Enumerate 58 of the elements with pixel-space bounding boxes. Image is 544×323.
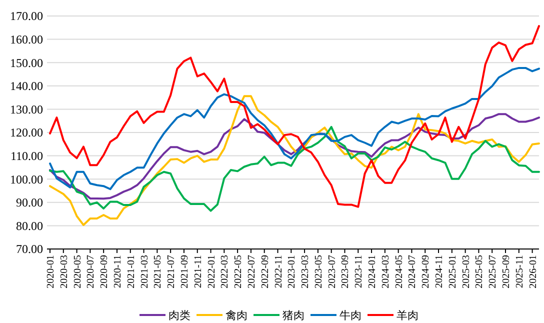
legend-label: 肉类 bbox=[168, 308, 190, 322]
y-tick-label: 140.00 bbox=[10, 79, 43, 94]
x-tick-label: 2024-09 bbox=[420, 255, 432, 288]
y-tick-label: 100.00 bbox=[10, 172, 43, 186]
x-tick-label: 2025-03 bbox=[460, 255, 472, 288]
x-tick-label: 2020-05 bbox=[72, 255, 84, 288]
x-tick-label: 2024-01 bbox=[367, 255, 378, 288]
x-tick-label: 2022-01 bbox=[206, 255, 218, 288]
x-tick-label: 2023-09 bbox=[340, 255, 352, 288]
x-tick-label: 2021-03 bbox=[139, 255, 150, 288]
x-tick-label: 2022-05 bbox=[233, 255, 244, 288]
x-tick-label: 2020-11 bbox=[112, 255, 124, 288]
x-tick-label: 2021-07 bbox=[166, 255, 178, 288]
x-tick-label: 2021-05 bbox=[152, 255, 164, 288]
x-tick-label: 2020-09 bbox=[99, 255, 110, 288]
x-tick-label: 2020-03 bbox=[58, 255, 70, 288]
legend-label: 羊肉 bbox=[396, 308, 418, 322]
line-series bbox=[49, 25, 540, 208]
legend-label: 牛肉 bbox=[340, 308, 362, 322]
x-tick-label: 2024-07 bbox=[407, 255, 418, 288]
legend-label: 禽肉 bbox=[226, 308, 248, 322]
x-tick-label: 2023-03 bbox=[300, 255, 312, 288]
y-tick-label: 160.00 bbox=[10, 32, 43, 46]
x-tick-label: 2024-05 bbox=[394, 255, 405, 288]
x-tick-label: 2022-09 bbox=[260, 255, 271, 288]
x-tick-label: 2020-07 bbox=[86, 255, 97, 288]
x-tick-label: 2022-07 bbox=[246, 255, 258, 288]
line-series bbox=[49, 126, 540, 212]
x-tick-label: 2025-05 bbox=[474, 255, 486, 288]
y-tick-label: 170.00 bbox=[10, 9, 43, 24]
x-tick-label: 2025-01 bbox=[447, 255, 458, 288]
x-tick-label: 2021-01 bbox=[126, 255, 137, 288]
x-tick-label: 2021-11 bbox=[192, 255, 204, 288]
legend-label: 猪肉 bbox=[282, 308, 304, 322]
y-tick-label: 130.00 bbox=[10, 102, 43, 116]
x-tick-label: 2023-01 bbox=[286, 255, 298, 288]
y-tick-label: 110.00 bbox=[10, 149, 43, 163]
y-tick-label: 70.00 bbox=[16, 242, 43, 256]
x-tick-label: 2022-11 bbox=[273, 255, 284, 288]
line-series bbox=[49, 95, 540, 226]
y-tick-label: 90.00 bbox=[16, 196, 43, 210]
x-tick-label: 2024-11 bbox=[434, 255, 446, 288]
x-tick-label: 2023-05 bbox=[313, 255, 324, 288]
x-tick-label: 2020-01 bbox=[46, 255, 56, 288]
x-tick-label: 2023-11 bbox=[354, 255, 365, 288]
y-tick-label: 150.00 bbox=[10, 56, 43, 70]
y-tick-label: 120.00 bbox=[10, 126, 43, 140]
x-tick-label: 2025-07 bbox=[488, 255, 499, 288]
x-tick-label: 2024-03 bbox=[380, 255, 392, 288]
line-series bbox=[49, 113, 540, 200]
x-tick-label: 2023-07 bbox=[326, 255, 338, 288]
x-tick-label: 2021-09 bbox=[179, 255, 190, 288]
line-series bbox=[49, 66, 540, 190]
x-tick-label: 2025-11 bbox=[514, 255, 526, 288]
x-tick-label: 2026-01 bbox=[528, 255, 539, 288]
x-tick-label: 2022-03 bbox=[220, 255, 231, 288]
x-tick-label: 2025-09 bbox=[501, 255, 512, 288]
y-tick-label: 80.00 bbox=[16, 218, 43, 233]
